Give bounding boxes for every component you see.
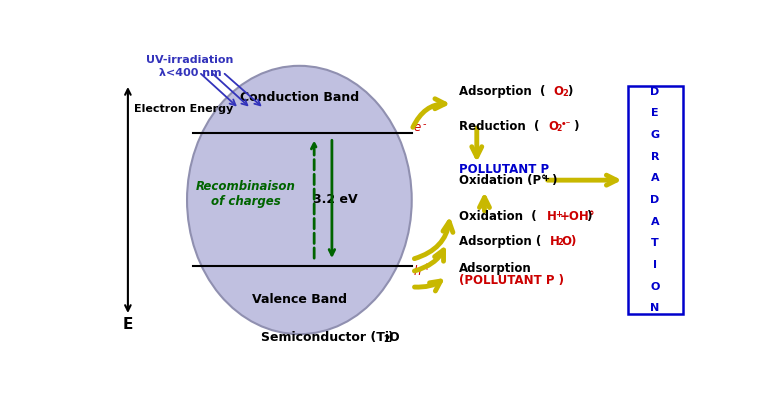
Text: O: O xyxy=(549,120,559,133)
Text: Semiconductor (TiO: Semiconductor (TiO xyxy=(261,331,400,344)
Text: -: - xyxy=(423,119,426,129)
Text: E: E xyxy=(651,109,658,118)
Text: D: D xyxy=(650,87,659,97)
Text: Recombinaison: Recombinaison xyxy=(196,180,296,193)
Text: ): ) xyxy=(583,210,593,223)
Text: H: H xyxy=(547,210,557,223)
Text: POLLUTANT P: POLLUTANT P xyxy=(459,163,549,176)
Text: ): ) xyxy=(548,174,557,187)
Text: D: D xyxy=(650,195,659,205)
Text: (POLLUTANT P ): (POLLUTANT P ) xyxy=(459,274,564,287)
Text: •⁻: •⁻ xyxy=(561,120,571,129)
Text: R: R xyxy=(651,152,659,162)
Text: O: O xyxy=(650,282,659,291)
Text: G: G xyxy=(650,130,659,140)
Text: Electron Energy: Electron Energy xyxy=(134,103,233,114)
Text: Adsorption  (: Adsorption ( xyxy=(459,85,546,98)
Text: 2: 2 xyxy=(557,238,563,248)
FancyBboxPatch shape xyxy=(628,86,683,314)
Text: Reduction  (: Reduction ( xyxy=(459,120,539,133)
Text: O): O) xyxy=(562,235,577,248)
Text: Adsorption (: Adsorption ( xyxy=(459,235,546,248)
Text: I: I xyxy=(653,260,657,270)
Text: Valence Band: Valence Band xyxy=(252,293,347,306)
Text: 2: 2 xyxy=(383,335,390,343)
Text: ): ) xyxy=(570,120,580,133)
Text: Oxidation (P°: Oxidation (P° xyxy=(459,174,547,187)
Text: +: + xyxy=(555,210,562,219)
Ellipse shape xyxy=(187,66,412,334)
Text: 2: 2 xyxy=(557,124,562,133)
Text: H: H xyxy=(549,235,559,248)
Text: ): ) xyxy=(567,85,572,98)
Text: UV-irradiation: UV-irradiation xyxy=(146,55,233,65)
Text: Oxidation  (: Oxidation ( xyxy=(459,210,536,223)
Text: O: O xyxy=(554,85,564,98)
Text: h: h xyxy=(414,265,421,278)
Text: of charges: of charges xyxy=(211,195,281,208)
Text: Adsorption: Adsorption xyxy=(459,262,532,275)
Text: +: + xyxy=(542,173,549,183)
Text: N: N xyxy=(650,303,659,313)
Text: Conduction Band: Conduction Band xyxy=(240,91,359,104)
Text: E: E xyxy=(123,318,133,333)
Text: 3.2 eV: 3.2 eV xyxy=(313,194,357,206)
Text: +: + xyxy=(423,262,430,272)
Text: 2: 2 xyxy=(562,89,568,98)
Text: e: e xyxy=(414,121,420,134)
Text: A: A xyxy=(650,173,659,183)
Text: λ<400 nm: λ<400 nm xyxy=(159,69,221,78)
Text: T: T xyxy=(651,238,658,248)
Text: ): ) xyxy=(388,331,394,344)
Text: +OH°: +OH° xyxy=(559,210,595,223)
Text: A: A xyxy=(650,217,659,227)
